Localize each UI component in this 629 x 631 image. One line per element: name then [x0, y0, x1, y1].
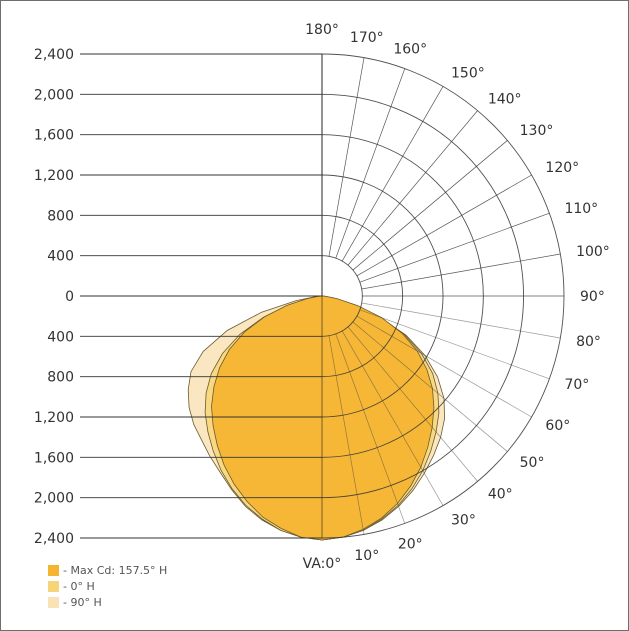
angle-label-50: 50°: [520, 455, 545, 471]
radial-spoke-20: [335, 333, 406, 524]
series-layer: [187, 295, 446, 541]
grid-arc-800: [321, 214, 404, 378]
angle-label-90: 90°: [580, 289, 605, 305]
legend-label-max-cd: - Max Cd: 157.5° H: [63, 563, 168, 577]
legend-label-90h: - 90° H: [63, 595, 102, 609]
angle-label-10: 10°: [354, 548, 379, 564]
grid-arc-400: [321, 255, 363, 337]
radial-spoke-150: [341, 86, 444, 262]
radial-spoke-50: [352, 321, 508, 452]
radial-spoke-130: [352, 140, 508, 271]
angle-label-150: 150°: [451, 66, 485, 82]
angle-label-60: 60°: [545, 418, 570, 434]
radial-tick-label-lower-1600: 1,600: [34, 450, 74, 466]
angle-label-20: 20°: [398, 536, 423, 552]
radial-spoke-80: [361, 302, 561, 339]
radial-spoke-110: [359, 212, 550, 283]
legend-swatch-90h: [48, 596, 59, 608]
radial-spoke-120: [356, 174, 532, 277]
angle-label-30: 30°: [451, 512, 476, 528]
radial-tick-label-lower-400: 400: [47, 329, 74, 345]
angle-label-160: 160°: [393, 42, 427, 58]
radial-axis: 2,400 2,000 1,600 1,200 800 400 0 400 800 1,200 1,…: [34, 47, 322, 547]
radial-spoke-60: [356, 315, 532, 418]
radial-tick-label-upper-1600: 1,600: [34, 128, 74, 144]
angle-label-120: 120°: [545, 160, 579, 176]
angle-label-180: 180°: [305, 22, 339, 38]
radial-spoke-40: [347, 326, 478, 482]
radial-tick-label-lower-2400: 2,400: [34, 531, 74, 547]
radial-spoke-10: [328, 335, 365, 535]
legend-swatch-max-cd: [48, 564, 59, 576]
radial-tick-label-lower-1200: 1,200: [34, 410, 74, 426]
radial-tick-label-upper-2400: 2,400: [34, 47, 74, 63]
radial-tick-label-upper-0: 0: [65, 289, 74, 305]
angle-label-40: 40°: [488, 487, 513, 503]
angle-label-80: 80°: [576, 334, 601, 350]
angle-labels: VA:0° 10° 20° 30° 40° 50° 60° 70° 80° 90° 100° 110°…: [303, 22, 610, 572]
radial-spoke-100: [361, 253, 561, 290]
radial-tick-label-upper-400: 400: [47, 249, 74, 265]
angle-label-110: 110°: [564, 201, 598, 217]
radial-spoke-30: [341, 330, 444, 506]
radial-tick-label-upper-1200: 1,200: [34, 168, 74, 184]
radial-tick-label-upper-800: 800: [47, 208, 74, 224]
radial-spoke-170: [328, 57, 365, 257]
angle-label-70: 70°: [564, 377, 589, 393]
grid-arc-2000: [321, 93, 524, 499]
radial-tick-label-upper-2000: 2,000: [34, 87, 74, 103]
angle-label-140: 140°: [488, 91, 522, 107]
angle-label-170: 170°: [350, 30, 384, 46]
legend-swatch-0h: [48, 580, 59, 592]
grid-arc-2400: [321, 53, 565, 539]
angle-label-100: 100°: [576, 244, 610, 260]
radial-spoke-160: [335, 68, 406, 259]
legend-item-90h: - 90° H: [48, 594, 167, 610]
grid-arc-1200: [321, 174, 444, 418]
legend: - Max Cd: 157.5° H - 0° H - 90° H: [48, 562, 167, 610]
legend-item-max-cd: - Max Cd: 157.5° H: [48, 562, 167, 578]
radial-tick-label-lower-2000: 2,000: [34, 491, 74, 507]
legend-label-0h: - 0° H: [63, 579, 95, 593]
radial-tick-label-lower-800: 800: [47, 370, 74, 386]
radial-spoke-140: [347, 110, 478, 266]
legend-item-0h: - 0° H: [48, 578, 167, 594]
grid-arc-1600: [321, 134, 484, 458]
angle-label-130: 130°: [520, 123, 554, 139]
radial-spoke-70: [359, 309, 550, 380]
angle-label-0: VA:0°: [303, 556, 342, 572]
